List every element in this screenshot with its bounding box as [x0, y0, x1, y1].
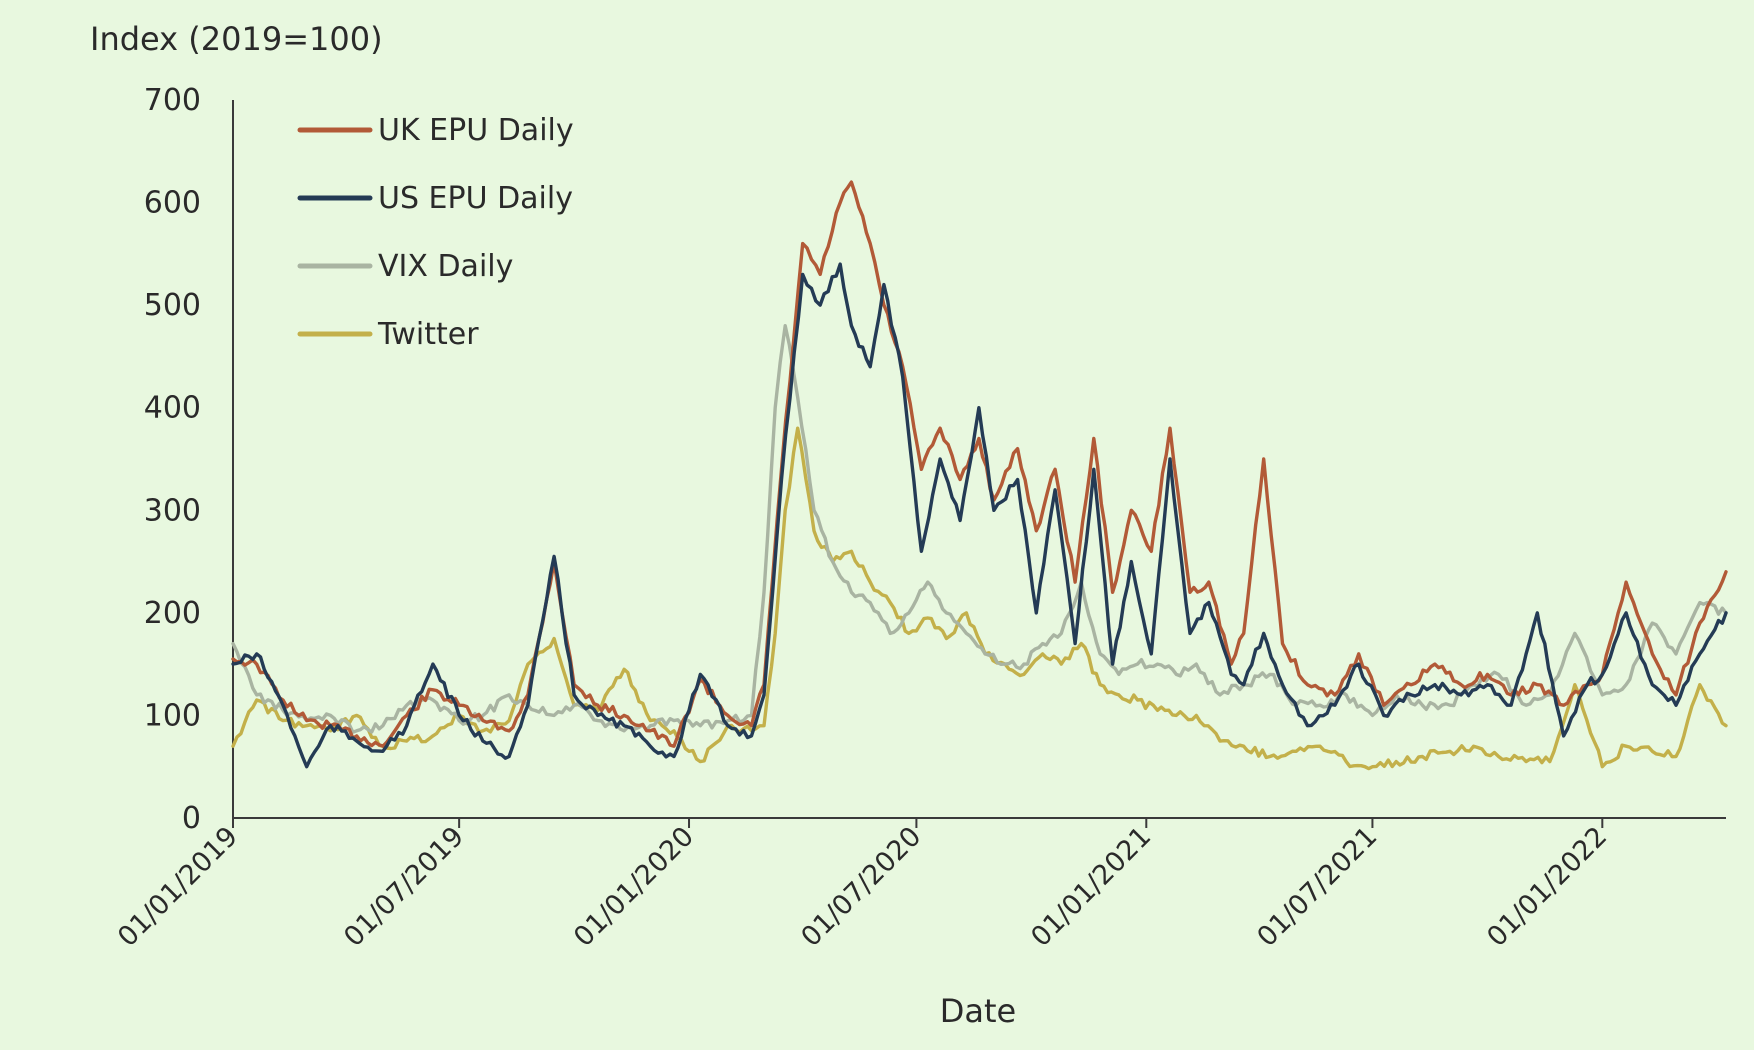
series-line-uk-epu-daily: [231, 180, 1728, 748]
x-tick-label: 01/01/2022: [1481, 821, 1613, 953]
x-tick-label: 01/07/2021: [1251, 821, 1383, 953]
x-tick-label: 01/07/2020: [795, 821, 927, 953]
x-tick-label: 01/01/2021: [1025, 821, 1157, 953]
x-tick-label: 01/01/2020: [568, 821, 700, 953]
x-tick-label: 01/07/2019: [338, 821, 470, 953]
plot-area: [231, 180, 1728, 771]
legend-label: VIX Daily: [378, 249, 513, 284]
y-tick-label: 300: [144, 493, 201, 528]
y-tick-label: 0: [182, 801, 201, 836]
legend: UK EPU Daily US EPU Daily VIX Daily Twitter: [297, 113, 574, 352]
series-line-vix-daily: [231, 324, 1728, 734]
y-axis-title: Index (2019=100): [90, 20, 383, 58]
y-tick-label: 400: [144, 391, 201, 426]
x-axis-title: Date: [940, 992, 1016, 1030]
legend-label: Twitter: [377, 317, 479, 352]
legend-label: UK EPU Daily: [378, 113, 574, 148]
series-line-twitter: [231, 426, 1728, 771]
y-tick-label: 700: [144, 83, 201, 118]
y-tick-label: 600: [144, 186, 201, 221]
legend-label: US EPU Daily: [378, 181, 573, 216]
y-tick-label: 500: [144, 288, 201, 323]
y-tick-label: 100: [144, 698, 201, 733]
y-tick-label: 200: [144, 596, 201, 631]
series-line-us-epu-daily: [231, 262, 1728, 769]
x-tick-label: 01/01/2019: [112, 821, 244, 953]
